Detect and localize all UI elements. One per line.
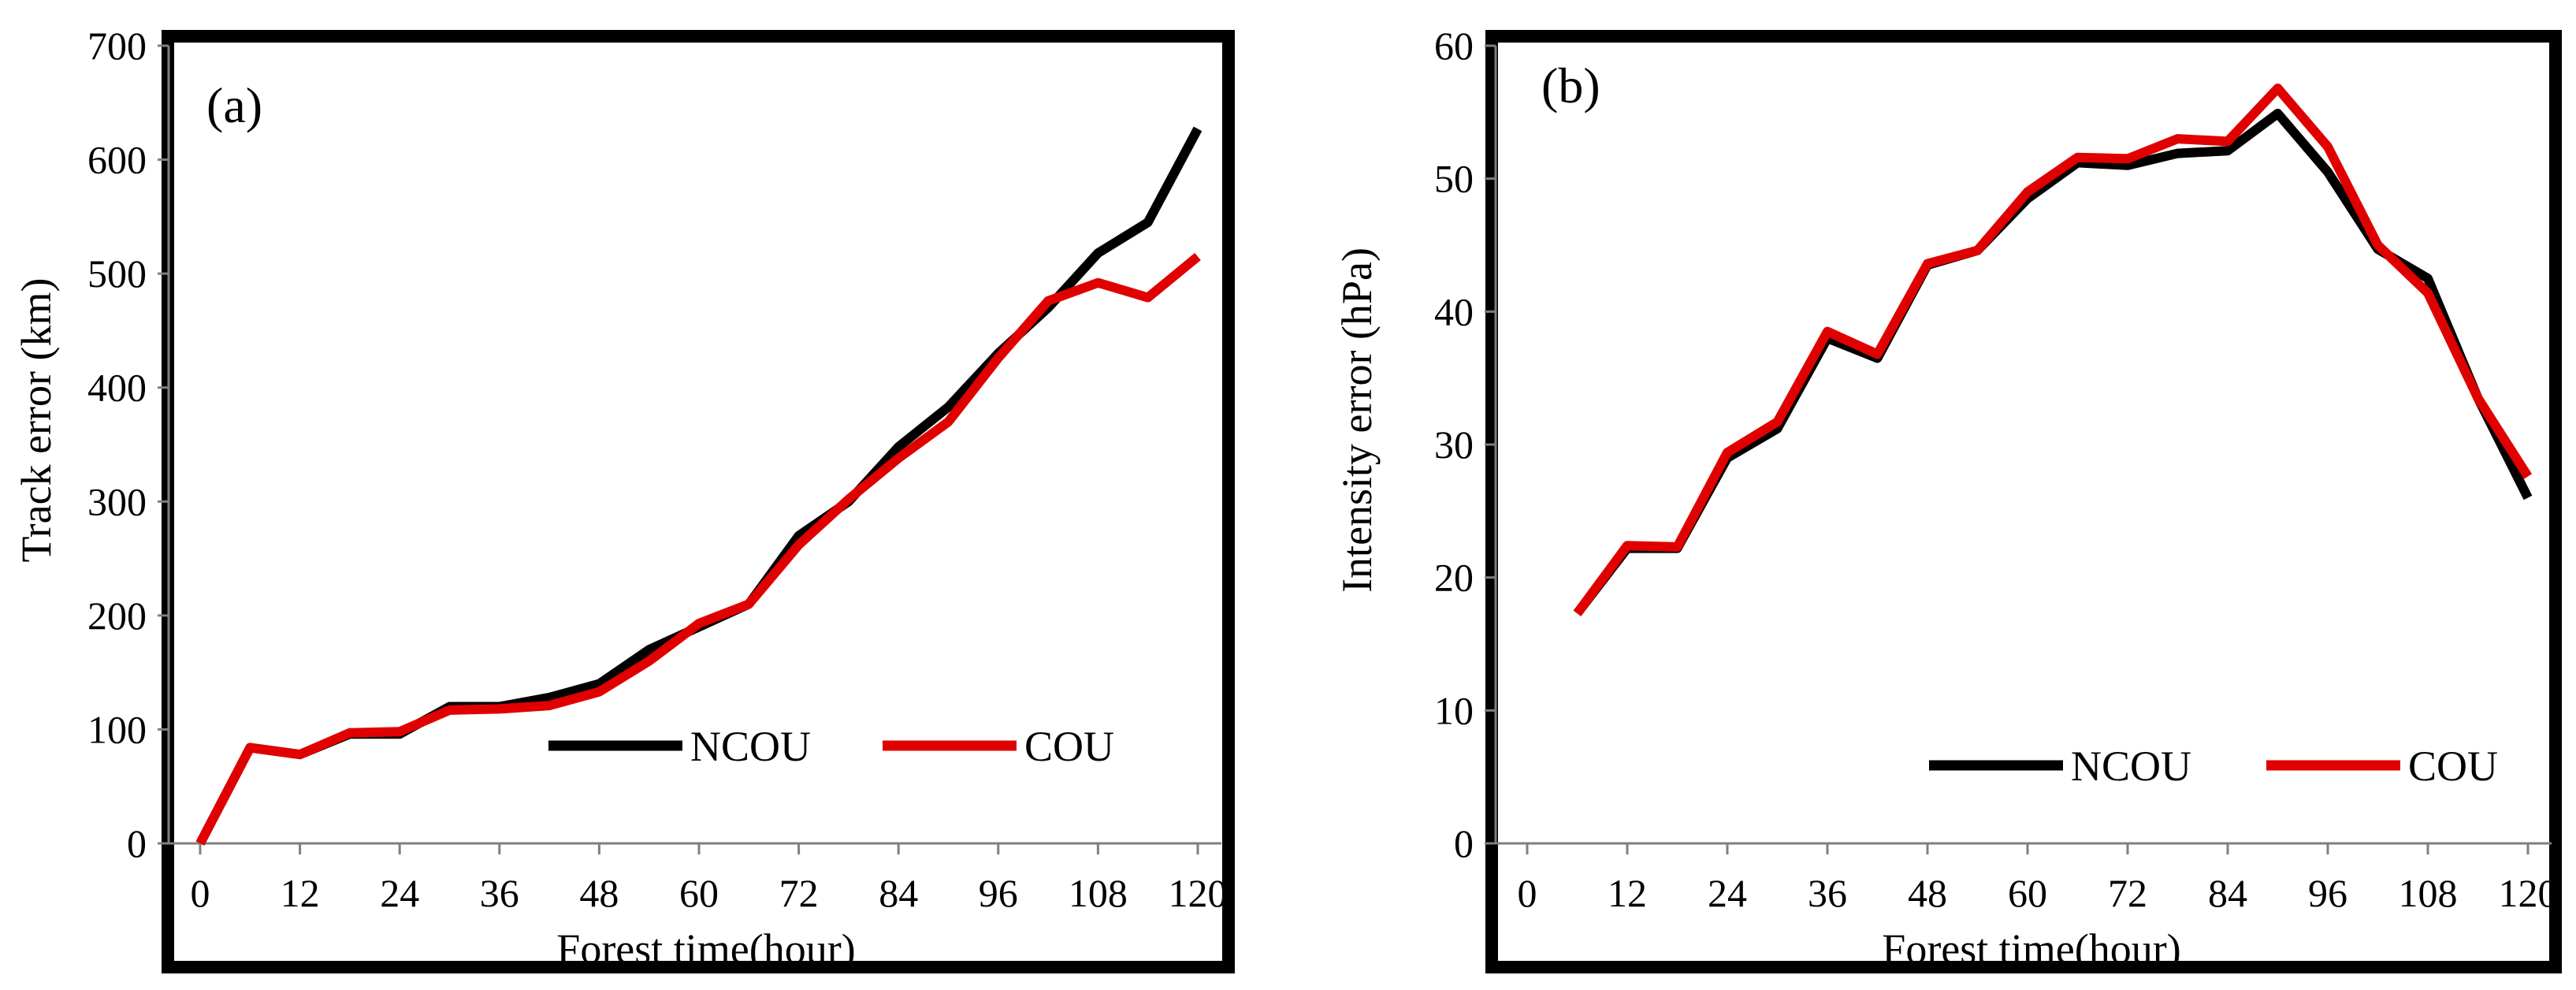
x-axis-label: Forest time(hour) — [556, 925, 855, 973]
plot-frame — [1485, 30, 2562, 973]
y-axis-label: Intensity error (hPa) — [1333, 248, 1381, 593]
x-tick-label: 0 — [1518, 871, 1537, 915]
x-tick-label: 48 — [1908, 871, 1947, 915]
x-tick-label: 24 — [380, 871, 419, 915]
x-tick-label: 0 — [191, 871, 210, 915]
legend-label-ncou: NCOU — [690, 723, 811, 770]
axes: 0 12 24 36 48 60 72 84 96 108 120 0 100 200 300 400 500 6… — [87, 24, 1228, 915]
panel-label: (b) — [1541, 58, 1600, 114]
legend-label-ncou: NCOU — [2071, 742, 2191, 790]
x-tick-label: 96 — [2308, 871, 2347, 915]
x-tick-label: 60 — [2008, 871, 2047, 915]
y-tick-label: 700 — [87, 24, 147, 68]
y-tick-label: 0 — [1454, 821, 1474, 865]
axes: 0 12 24 36 48 60 72 84 96 108 120 0 10 20 30 40 50 60 — [1434, 24, 2558, 915]
y-tick-label: 200 — [87, 594, 147, 638]
y-tick-label: 0 — [127, 821, 147, 865]
y-tick-label: 600 — [87, 138, 147, 182]
x-tick-label: 72 — [2108, 871, 2147, 915]
y-tick-label: 20 — [1434, 556, 1474, 600]
x-tick-label: 120 — [1169, 871, 1228, 915]
y-tick-label: 400 — [87, 366, 147, 410]
x-tick-label: 120 — [2499, 871, 2558, 915]
x-tick-label: 108 — [1069, 871, 1128, 915]
x-axis-label: Forest time(hour) — [1882, 925, 2180, 973]
y-tick-label: 300 — [87, 479, 147, 523]
chart-panel-b: (b) 0 12 24 36 48 60 72 84 96 108 120 0 10 20 30 40 50 60… — [1333, 24, 2562, 973]
x-tick-label: 84 — [2208, 871, 2247, 915]
y-tick-label: 500 — [87, 251, 147, 296]
x-tick-label: 96 — [979, 871, 1018, 915]
y-tick-label: 50 — [1434, 157, 1474, 201]
panel-label: (a) — [206, 77, 262, 133]
y-tick-label: 30 — [1434, 422, 1474, 467]
series-line-cou — [1573, 84, 2533, 616]
x-tick-label: 72 — [779, 871, 819, 915]
x-tick-label: 12 — [281, 871, 320, 915]
y-tick-label: 60 — [1434, 24, 1474, 68]
chart-panel-a: (a) 0 12 24 36 48 60 72 84 96 108 120 0 100 200 300 400… — [13, 24, 1235, 973]
y-tick-label: 10 — [1434, 688, 1474, 732]
series-line-cou — [195, 252, 1201, 846]
legend-label-cou: COU — [1024, 723, 1114, 770]
series-group — [1573, 84, 2533, 616]
legend: NCOU COU — [548, 723, 1114, 770]
x-tick-label: 24 — [1708, 871, 1747, 915]
x-tick-label: 84 — [879, 871, 918, 915]
x-tick-label: 108 — [2399, 871, 2458, 915]
x-tick-label: 60 — [679, 871, 719, 915]
legend-label-cou: COU — [2408, 742, 2498, 790]
x-tick-label: 36 — [480, 871, 519, 915]
series-group — [195, 126, 1203, 846]
x-tick-label: 36 — [1808, 871, 1847, 915]
legend: NCOU COU — [1929, 742, 2498, 790]
series-line-ncou — [1573, 109, 2533, 616]
y-tick-label: 40 — [1434, 289, 1474, 333]
y-axis-label: Track error (km) — [13, 278, 60, 563]
y-tick-label: 100 — [87, 707, 147, 751]
x-tick-label: 12 — [1608, 871, 1647, 915]
x-tick-label: 48 — [579, 871, 619, 915]
plot-frame — [162, 30, 1235, 973]
